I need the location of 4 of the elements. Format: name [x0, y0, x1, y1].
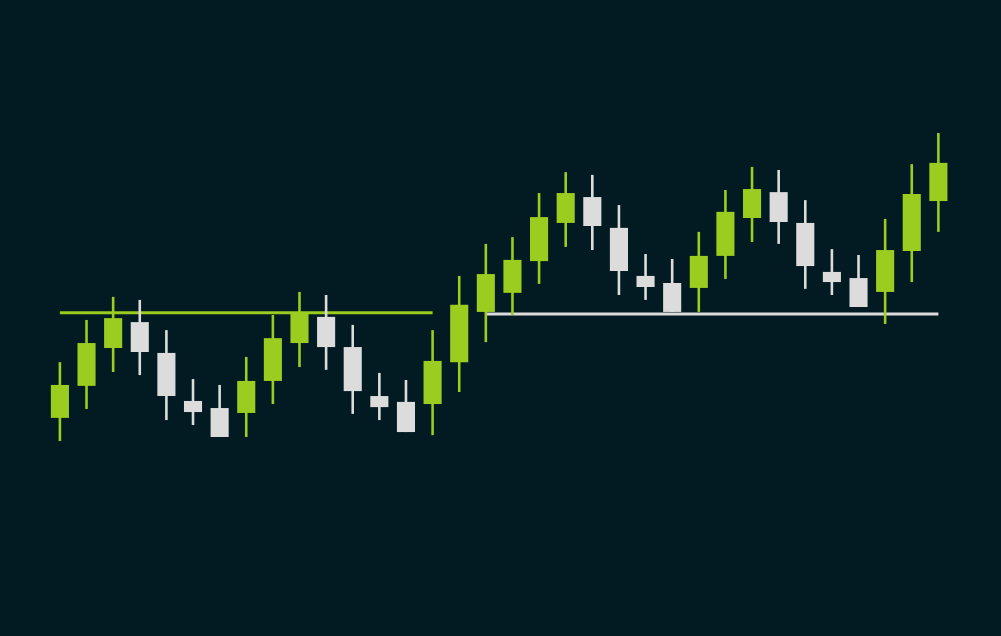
candlestick — [370, 371, 389, 422]
candlestick — [636, 252, 655, 302]
candlestick — [822, 247, 841, 297]
candlestick — [183, 377, 203, 427]
